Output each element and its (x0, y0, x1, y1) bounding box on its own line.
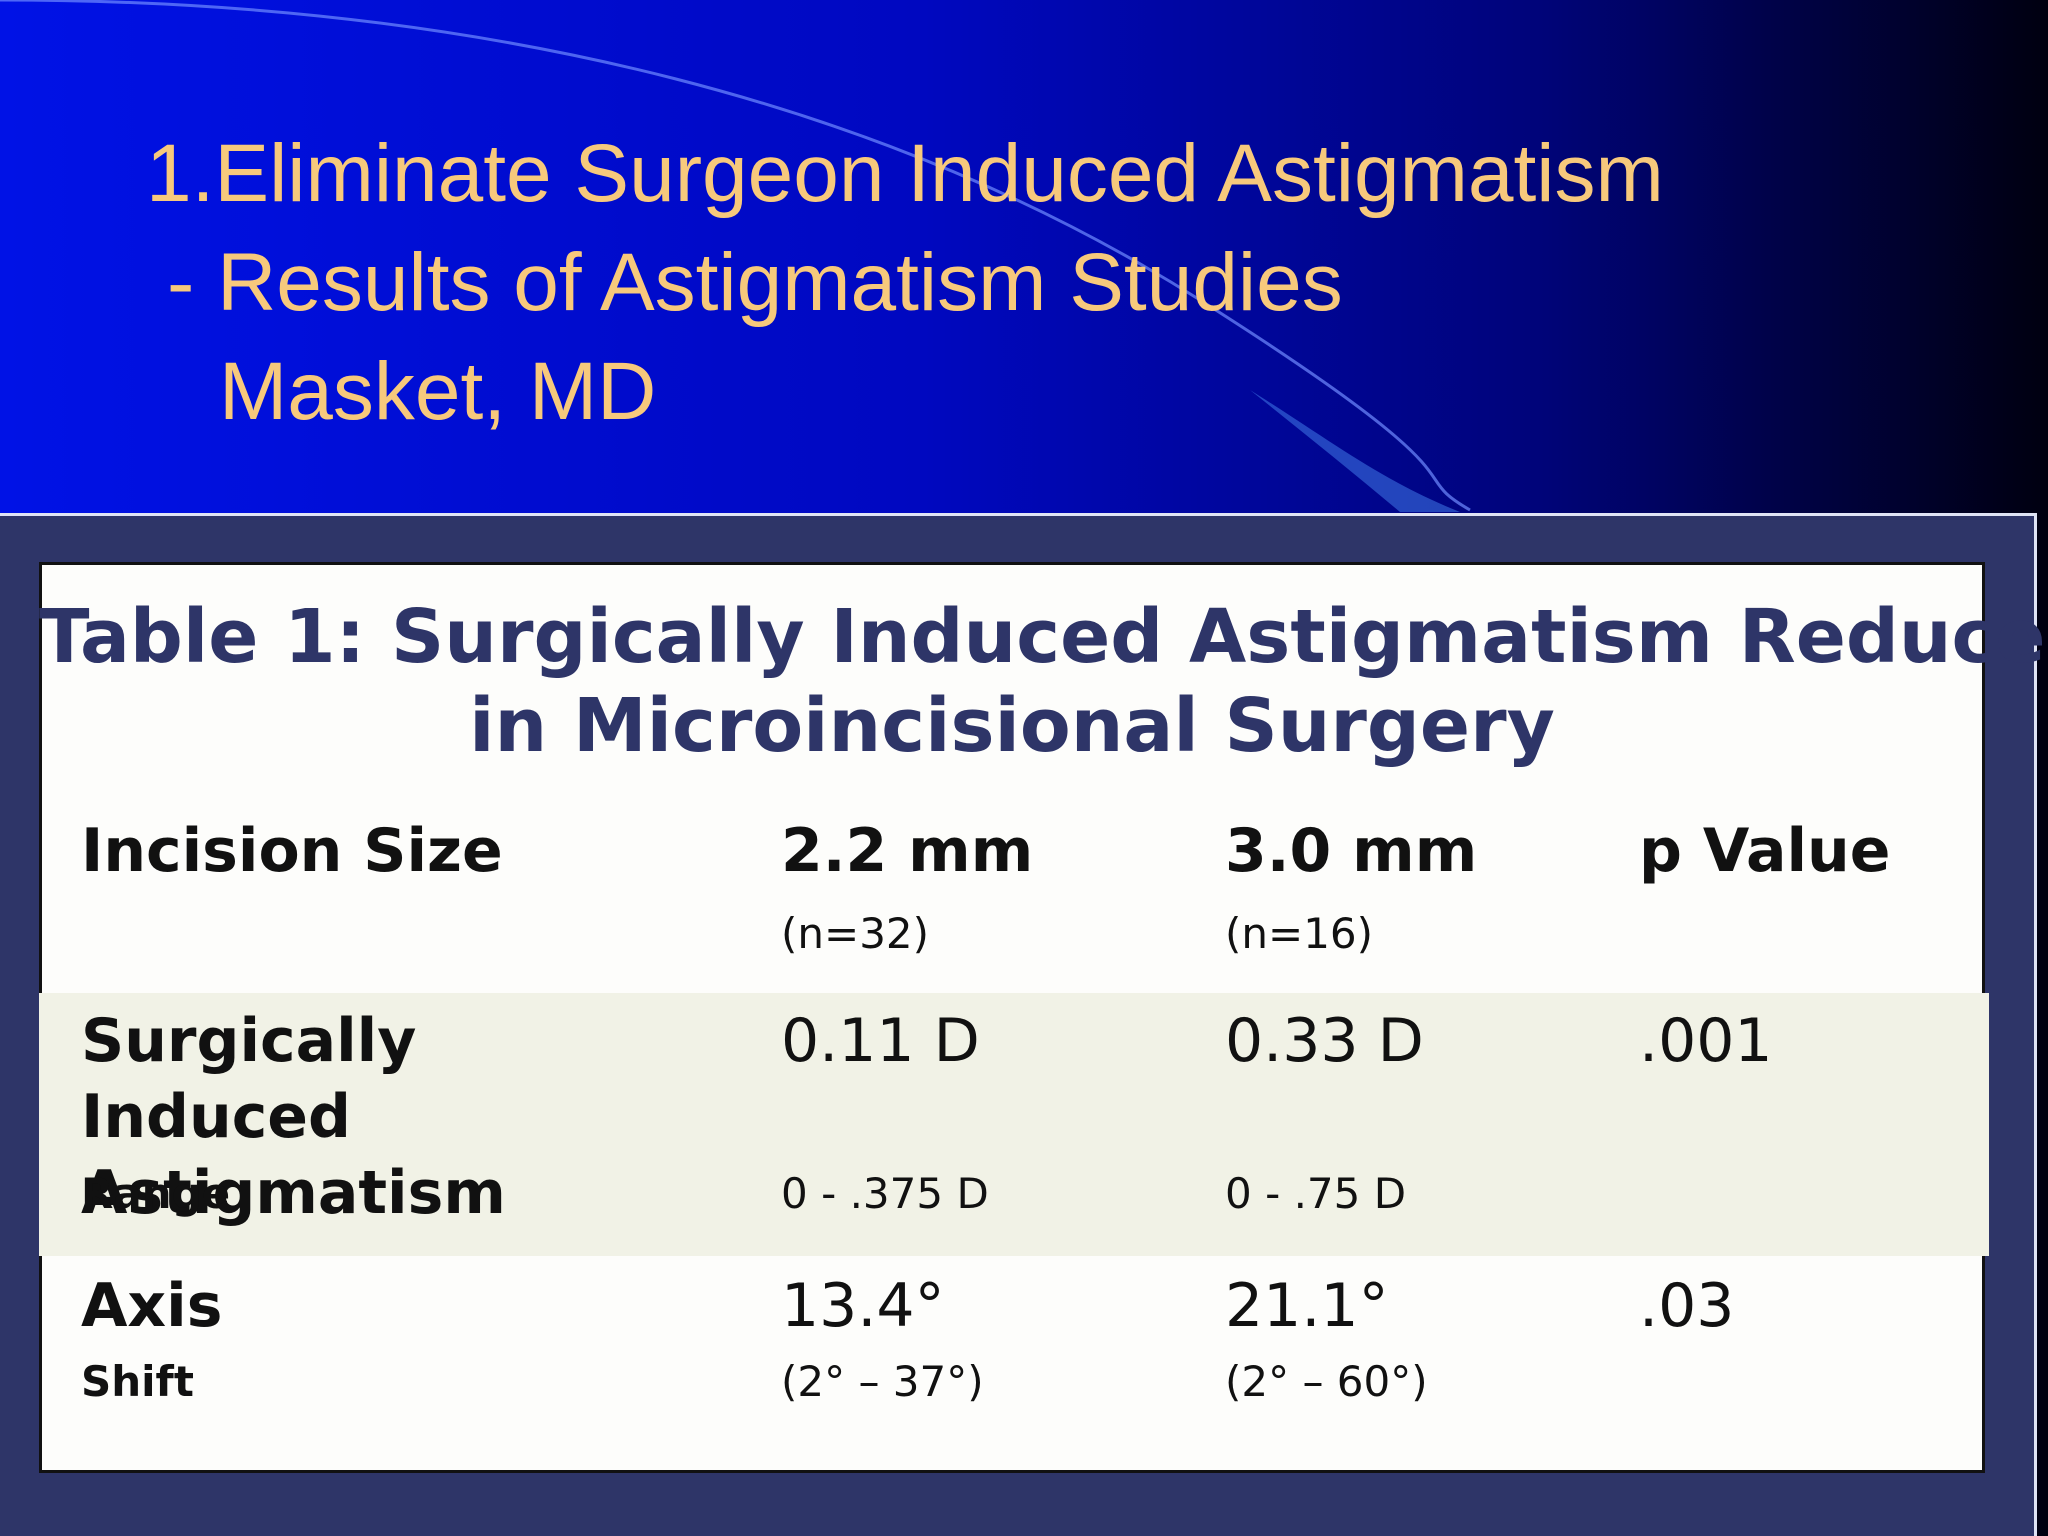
header-sub: (n=32) (781, 909, 930, 958)
cell: .03 (1639, 1271, 1735, 1341)
cell-sub: 0 - .75 D (1225, 1169, 1407, 1218)
cell: 13.4° (781, 1271, 945, 1341)
row-label: Surgically Induced Astigmatism (81, 1006, 506, 1228)
header-cell: p Value (1639, 816, 1891, 886)
row-band (39, 993, 1989, 1256)
cell-sub: (2° – 60°) (1225, 1357, 1428, 1406)
table-title: Table 1: Surgically Induced Astigmatism … (39, 594, 2048, 680)
cell-sub: Range (81, 1169, 231, 1218)
cell: 0.11 D (781, 1006, 980, 1076)
decoration (0, 0, 1471, 512)
header-cell: 2.2 mm (781, 816, 1034, 886)
cell: 21.1° (1225, 1271, 1389, 1341)
cell: .001 (1639, 1006, 1773, 1076)
slide-title: 1.Eliminate Surgeon Induced Astigmatism (146, 128, 1664, 219)
slide-title: Masket, MD (219, 346, 657, 437)
table-title: in Microincisional Surgery (469, 683, 1555, 769)
slide-title: - Results of Astigmatism Studies (167, 237, 1343, 328)
cell-sub: Shift (81, 1357, 194, 1406)
cell-sub: (2° – 37°) (781, 1357, 984, 1406)
row-label: Axis (81, 1271, 223, 1341)
cell-sub: 0 - .375 D (781, 1169, 989, 1218)
header-cell: 3.0 mm (1225, 816, 1478, 886)
header-cell: Incision Size (81, 816, 503, 886)
cell: 0.33 D (1225, 1006, 1424, 1076)
header-sub: (n=16) (1225, 909, 1374, 958)
